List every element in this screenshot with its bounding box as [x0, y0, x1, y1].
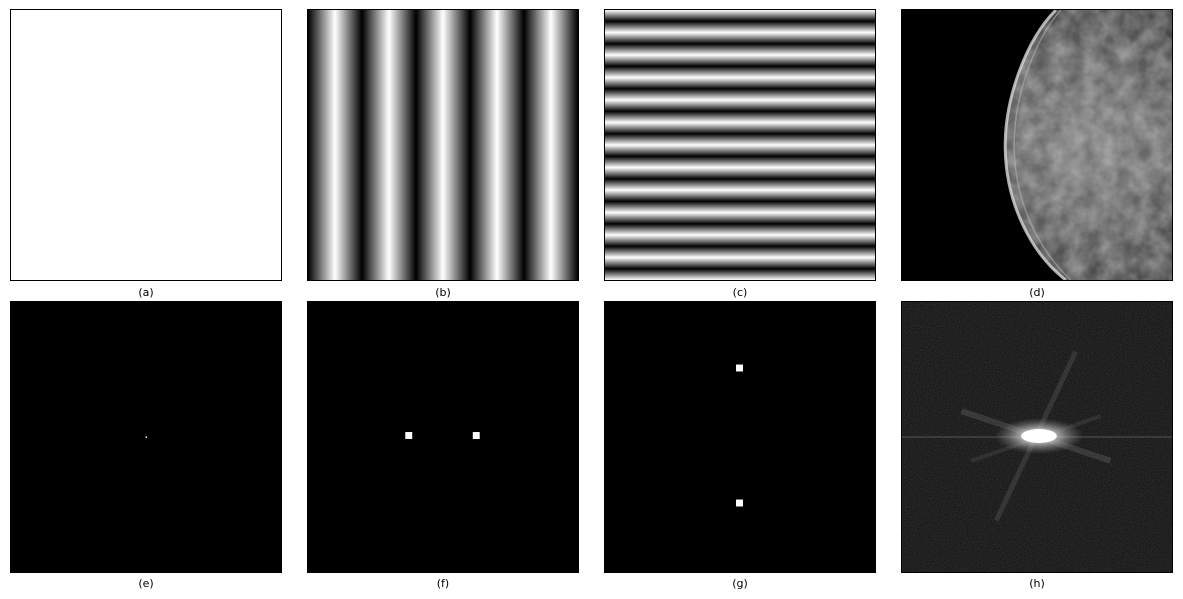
- caption-f: (f): [436, 577, 450, 590]
- panel-a-uniform-white: [10, 9, 282, 281]
- caption-d: (d): [1029, 286, 1045, 299]
- panel-g-fft-vertical-points: [604, 301, 876, 573]
- panel-e-fft-dc: [10, 301, 282, 573]
- panel-d-mammogram: [901, 9, 1173, 281]
- caption-h: (h): [1029, 577, 1045, 590]
- caption-g: (g): [732, 577, 748, 590]
- panel-b-vertical-stripes: [307, 9, 579, 281]
- caption-b: (b): [435, 286, 451, 299]
- panel-f-fft-horizontal-points: [307, 301, 579, 573]
- caption-c: (c): [732, 286, 748, 299]
- caption-a: (a): [138, 286, 154, 299]
- panel-c-horizontal-stripes: [604, 9, 876, 281]
- caption-e: (e): [138, 577, 154, 590]
- panel-h-fft-mammogram: [901, 301, 1173, 573]
